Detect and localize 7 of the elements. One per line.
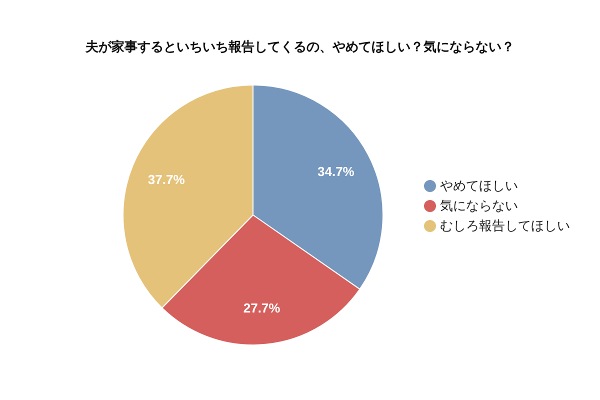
legend-label: むしろ報告してほしい bbox=[440, 218, 570, 233]
legend-label: やめてほしい bbox=[440, 178, 518, 193]
legend-label: 気にならない bbox=[440, 198, 518, 213]
data-label: 34.7% bbox=[318, 164, 355, 180]
data-label: 27.7% bbox=[243, 300, 281, 316]
chart-title: 夫が家事するといちいち報告してくるの、やめてほしい？気にならない？ bbox=[84, 38, 516, 56]
data-label: 37.7% bbox=[148, 172, 186, 188]
